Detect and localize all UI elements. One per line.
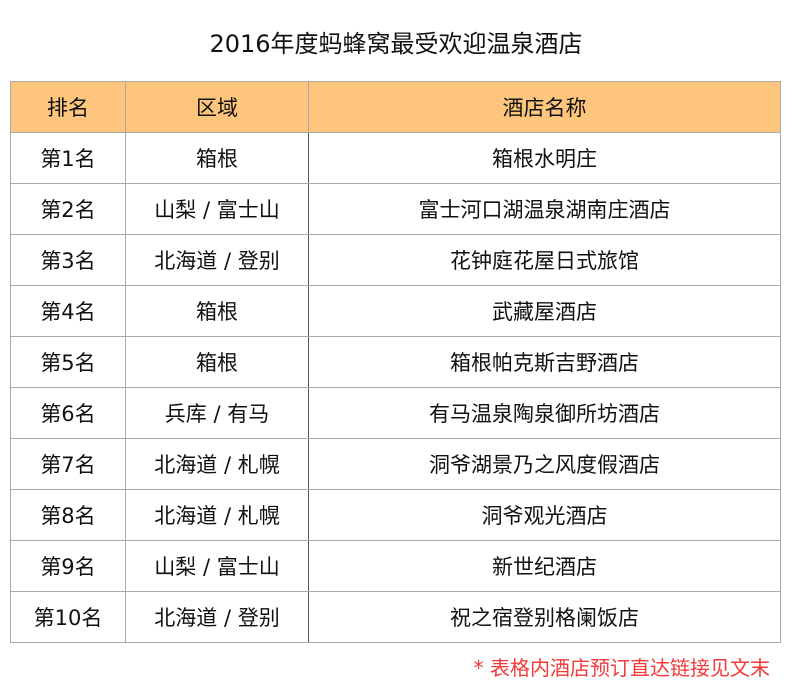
header-hotel-name: 酒店名称 [308, 81, 781, 133]
region-cell: 箱根 [125, 285, 309, 337]
region-cell: 兵库 / 有马 [125, 387, 309, 439]
hotel-ranking-table: 排名 区域 酒店名称 第1名 箱根 箱根水明庄 第2名 山梨 / 富士山 富士河口湖温泉湖… [10, 81, 781, 643]
hotel-name-cell: 箱根水明庄 [308, 132, 781, 184]
hotel-name-cell: 花钟庭花屋日式旅馆 [308, 234, 781, 286]
hotel-name-cell: 洞爷观光酒店 [308, 489, 781, 541]
table-row: 第3名 北海道 / 登别 花钟庭花屋日式旅馆 [10, 234, 781, 286]
header-rank: 排名 [10, 81, 126, 133]
rank-cell: 第3名 [10, 234, 126, 286]
rank-cell: 第7名 [10, 438, 126, 490]
rank-cell: 第5名 [10, 336, 126, 388]
rank-cell: 第10名 [10, 591, 126, 643]
rank-cell: 第4名 [10, 285, 126, 337]
rank-cell: 第1名 [10, 132, 126, 184]
hotel-name-cell: 有马温泉陶泉御所坊酒店 [308, 387, 781, 439]
hotel-name-cell: 武藏屋酒店 [308, 285, 781, 337]
table-row: 第4名 箱根 武藏屋酒店 [10, 285, 781, 337]
hotel-name-cell: 祝之宿登别格阑饭店 [308, 591, 781, 643]
rank-cell: 第8名 [10, 489, 126, 541]
hotel-name-cell: 箱根帕克斯吉野酒店 [308, 336, 781, 388]
rank-cell: 第2名 [10, 183, 126, 235]
region-cell: 北海道 / 札幌 [125, 489, 309, 541]
table-row: 第8名 北海道 / 札幌 洞爷观光酒店 [10, 489, 781, 541]
table-row: 第7名 北海道 / 札幌 洞爷湖景乃之风度假酒店 [10, 438, 781, 490]
region-cell: 山梨 / 富士山 [125, 540, 309, 592]
hotel-name-cell: 新世纪酒店 [308, 540, 781, 592]
hotel-name-cell: 洞爷湖景乃之风度假酒店 [308, 438, 781, 490]
region-cell: 北海道 / 登别 [125, 234, 309, 286]
region-cell: 箱根 [125, 132, 309, 184]
table-row: 第10名 北海道 / 登别 祝之宿登别格阑饭店 [10, 591, 781, 643]
page-title: 2016年度蚂蜂窝最受欢迎温泉酒店 [209, 30, 583, 58]
table-row: 第2名 山梨 / 富士山 富士河口湖温泉湖南庄酒店 [10, 183, 781, 235]
table-row: 第9名 山梨 / 富士山 新世纪酒店 [10, 540, 781, 592]
table-row: 第6名 兵库 / 有马 有马温泉陶泉御所坊酒店 [10, 387, 781, 439]
table-row: 第1名 箱根 箱根水明庄 [10, 132, 781, 184]
table-row: 第5名 箱根 箱根帕克斯吉野酒店 [10, 336, 781, 388]
region-cell: 山梨 / 富士山 [125, 183, 309, 235]
region-cell: 北海道 / 登别 [125, 591, 309, 643]
footnote: * 表格内酒店预订直达链接见文末 [473, 656, 770, 680]
rank-cell: 第9名 [10, 540, 126, 592]
rank-cell: 第6名 [10, 387, 126, 439]
hotel-name-cell: 富士河口湖温泉湖南庄酒店 [308, 183, 781, 235]
header-region: 区域 [125, 81, 309, 133]
region-cell: 北海道 / 札幌 [125, 438, 309, 490]
region-cell: 箱根 [125, 336, 309, 388]
table-header-row: 排名 区域 酒店名称 [10, 81, 781, 133]
